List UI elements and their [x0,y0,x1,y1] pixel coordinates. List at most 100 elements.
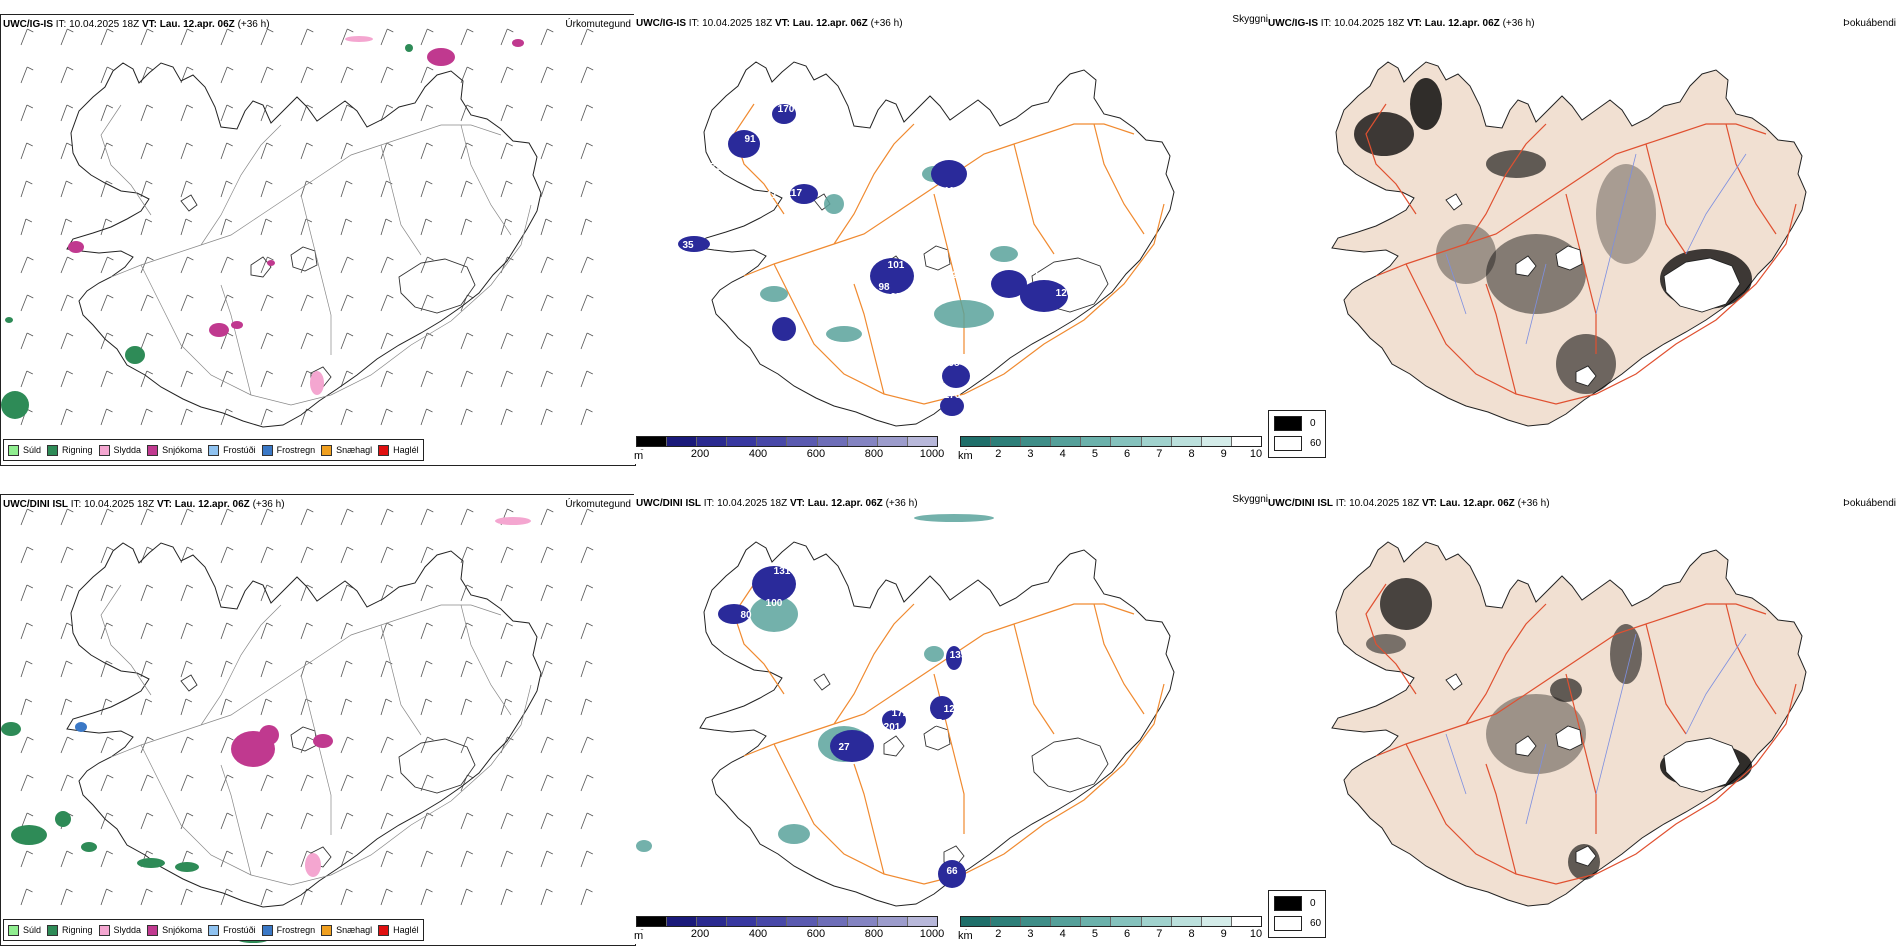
wind-barb-tick [346,104,354,109]
wind-barb-tick [427,774,434,779]
fog-legend-swatch [1274,916,1302,931]
wind-barb [340,332,348,350]
wind-barb-tick [227,256,234,261]
wind-barb-tick [587,294,594,299]
wind-barb [180,370,188,388]
panel-title: Úrkomutegund [565,499,631,510]
colorbar-segment [877,437,908,446]
colorbar-segment [1081,437,1112,446]
wind-barb [380,104,388,122]
wind-barb [580,546,588,564]
wind-barb [460,850,468,868]
wind-barb [500,180,507,198]
colorbar-tick-label: 4 [1059,448,1066,460]
wind-barb [340,850,348,868]
visibility-unit: km [958,450,975,462]
model-name: UWC/IG-IS [1268,18,1318,29]
precip-legend-label: Snjókoma [162,925,203,935]
wind-barb [20,888,27,906]
wind-barb [180,508,188,526]
wind-barb [260,28,268,46]
wind-barb [420,294,428,312]
precip-legend-label: Frostúði [223,925,256,935]
wind-barb [60,698,67,716]
wind-barb-tick [146,622,153,627]
wind-barb-tick [467,294,474,299]
precip-type-legend: Súld Rigning Slydda Snjókoma Frostúði Frostre… [3,439,424,461]
panel-title: Skyggni [1232,494,1268,505]
wind-barb-tick [27,66,34,71]
colorbar-segment [757,437,788,446]
wind-barb-tick [385,698,393,703]
colorbar-segment [727,437,758,446]
wind-barb-tick [227,546,234,551]
precip-legend-label: Slydda [113,925,142,935]
wind-barb-tick [387,256,394,261]
wind-barb [380,218,387,236]
wind-barb [420,584,428,602]
wind-barb [540,370,548,388]
wind-barb-tick [586,660,593,665]
wind-barb [540,774,548,792]
wind-barb [380,370,388,388]
colorbar-segment [757,917,788,926]
wind-barb [540,660,547,678]
wind-barb [340,408,347,426]
wind-barb-tick [267,294,274,299]
wind-barb [100,812,108,830]
wind-barb-tick [346,850,353,855]
ceiling-value-label: 115 [774,126,791,137]
fog-legend-row: 60 [1274,436,1325,451]
wind-barb-tick [146,370,153,375]
wind-barb-tick [427,256,434,261]
wind-barb-tick [26,622,33,627]
wind-barb-tick [386,850,393,855]
wind-barb-tick [507,546,514,551]
wind-barb [380,546,388,564]
wind-barb-tick [266,584,274,589]
wind-barb [180,408,187,426]
wind-barb-tick [586,104,594,109]
wind-barb [180,774,188,792]
wind-barb [300,774,308,792]
wind-barb [500,370,508,388]
wind-barb [140,180,147,198]
wind-barb [460,508,468,526]
colorbar-tick-label: 400 [748,448,768,460]
wind-barb [20,180,27,198]
wind-barb-tick [427,294,434,299]
wind-barb [540,408,547,426]
wind-barb [100,546,108,564]
ceiling-value-label: 176 [944,390,961,401]
precip-legend-swatch [261,444,273,456]
wind-barb [140,622,148,640]
wind-barb [500,584,508,602]
wind-barb [220,508,228,526]
wind-barb-tick [187,774,194,779]
wind-barb-tick [267,256,274,261]
wind-barb [220,850,228,868]
wind-barb [220,142,228,160]
wind-barb-tick [506,180,513,185]
wind-barb-tick [146,850,153,855]
wind-barb-tick [507,294,514,299]
panel-title: Úrkomutegund [565,19,631,30]
wind-barb [260,256,268,274]
wind-barb-tick [266,888,273,893]
wind-barb-tick [226,660,233,665]
wind-barb-tick [386,888,393,893]
wind-barb-tick [65,698,73,703]
ceiling-unit: m [634,930,646,942]
precip-legend-label: Snæhagl [336,925,373,935]
wind-barb-tick [186,584,194,589]
wind-barb-tick [466,584,474,589]
valid-time: Lau. 12.apr. 06Z [792,18,868,29]
init-time: 10.04.2025 18Z [717,498,788,509]
colorbar-tick-label: 3 [1027,448,1034,460]
wind-barb [340,812,348,830]
wind-barb-tick [466,888,473,893]
wind-barb-tick [266,370,273,375]
wind-barb [300,66,308,84]
wind-barb [220,28,228,46]
wind-barb [460,660,467,678]
